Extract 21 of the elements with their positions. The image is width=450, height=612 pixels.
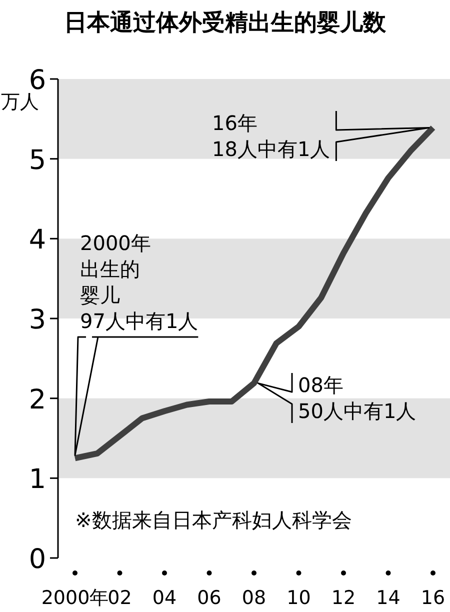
chart-title: 日本通过体外受精出生的婴儿数 bbox=[64, 10, 387, 36]
x-tick-label: 16 bbox=[420, 587, 446, 609]
x-tick-label: 08 bbox=[242, 587, 266, 609]
y-tick-label: 3 bbox=[28, 304, 46, 336]
annotation: 16年18人中有1人 bbox=[212, 111, 330, 161]
y-tick-label: 1 bbox=[28, 464, 46, 496]
y-tick-label: 2 bbox=[28, 384, 46, 416]
annotation: ※数据来自日本产科妇人科学会 bbox=[75, 508, 352, 532]
annotation: 08年50人中有1人 bbox=[298, 373, 416, 423]
x-tick-label: 02 bbox=[108, 587, 132, 609]
y-tick-label: 0 bbox=[28, 544, 46, 575]
y-tick-label: 5 bbox=[28, 144, 46, 176]
x-tick-label: 06 bbox=[197, 587, 222, 609]
annotation: 2000年出生的婴儿97人中有1人 bbox=[80, 231, 198, 333]
y-tick-label: 4 bbox=[28, 224, 46, 256]
x-tick-label: 2000年 bbox=[41, 587, 109, 609]
x-tick-label: 14 bbox=[376, 587, 400, 609]
x-tick-label: 12 bbox=[331, 587, 356, 609]
y-axis-title: 万人 bbox=[1, 91, 39, 113]
x-tick-label: 10 bbox=[286, 587, 311, 609]
x-tick-label: 04 bbox=[152, 587, 177, 609]
